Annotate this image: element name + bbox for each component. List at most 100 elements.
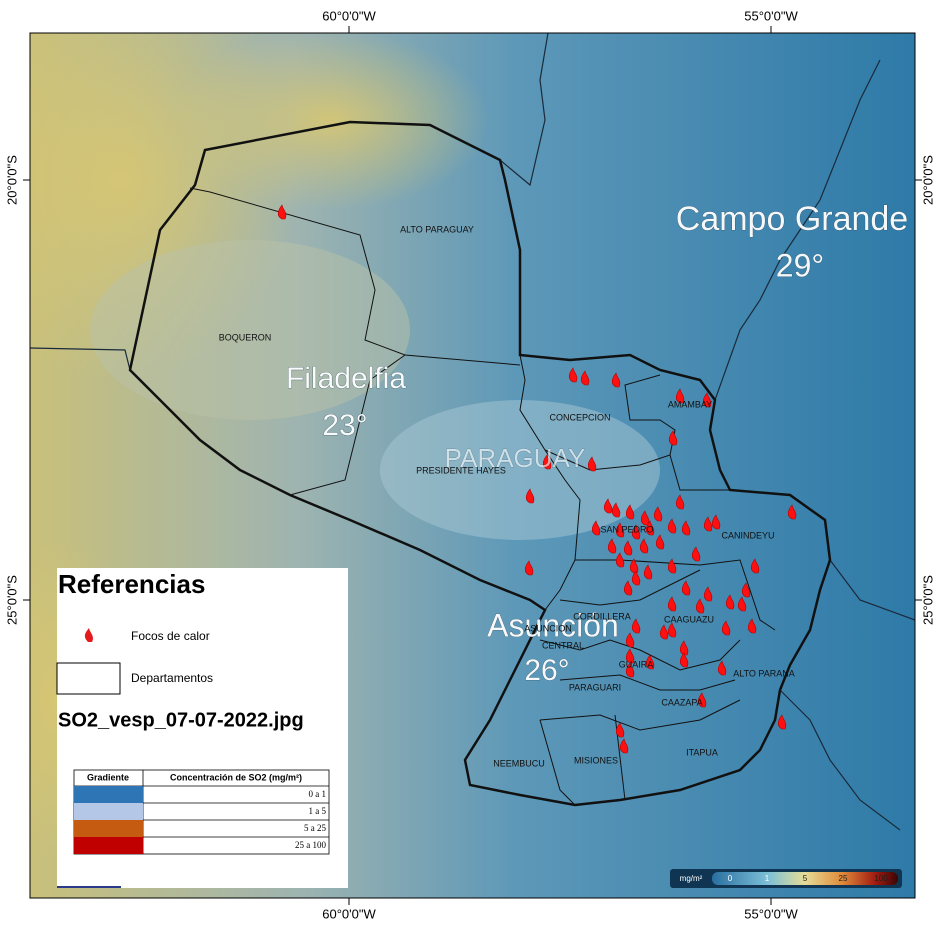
heat-spot — [667, 596, 677, 612]
department-label: CAAGUAZU — [664, 614, 714, 624]
department-label: BOQUERON — [219, 332, 272, 342]
latitude-label: 25°0'0"S — [4, 575, 19, 625]
heat-spot — [679, 640, 689, 656]
colorbar-ramp — [712, 872, 898, 885]
heat-spot — [655, 534, 665, 550]
border — [499, 33, 549, 187]
heat-spot — [711, 514, 721, 530]
colorbar-tick-label: 100 — [874, 874, 888, 883]
heat-spot — [659, 624, 669, 640]
colorbar-tick-label: 25 — [839, 874, 848, 883]
basemap-label: Filadelfia — [286, 362, 406, 395]
heat-spot — [625, 504, 635, 520]
heat-spot — [625, 632, 635, 648]
gradient-swatch — [74, 837, 143, 854]
colorbar: mg/m² 0 1 5 25 100 — [670, 869, 902, 888]
department-label: CORDILLERA — [573, 611, 631, 621]
map-frame — [29, 32, 916, 899]
legend-edge — [57, 886, 121, 888]
country-borders — [30, 33, 915, 831]
colorbar-tick-label: 1 — [765, 874, 770, 883]
heat-spot — [623, 540, 633, 556]
heat-spot — [639, 538, 649, 554]
department-label: CONCEPCION — [549, 412, 610, 422]
heat-spot — [277, 204, 287, 220]
table-cell: 0 a 1 — [309, 789, 327, 799]
heat-spot — [681, 520, 691, 536]
basemap-label: Asunción — [487, 607, 619, 643]
heat-spot — [667, 558, 677, 574]
latitude-label: 25°0'0"S — [920, 575, 935, 625]
department-label: CENTRAL — [542, 640, 584, 650]
heat-spot — [747, 618, 757, 634]
heat-spot — [777, 714, 787, 730]
border — [544, 374, 676, 471]
department-label: ITAPUA — [686, 747, 718, 757]
border — [289, 354, 406, 496]
heat-spot — [668, 430, 678, 446]
border — [669, 454, 730, 491]
heat-spots — [277, 204, 797, 754]
department-label: GUAIRA — [619, 659, 654, 669]
file-name: SO2_vesp_07-07-2022.jpg — [58, 709, 304, 731]
heat-spot — [615, 552, 625, 568]
department-label: MISIONES — [574, 755, 618, 765]
department-label: PRESIDENTE HAYES — [416, 465, 506, 475]
heat-spot — [703, 516, 713, 532]
border — [559, 569, 701, 606]
heat-spot — [631, 618, 641, 634]
table-cell: 25 a 100 — [295, 840, 326, 850]
border — [559, 674, 736, 691]
heat-spot — [591, 520, 601, 536]
heat-spot — [717, 660, 727, 676]
border — [779, 689, 901, 831]
department-label: CANINDEYU — [721, 530, 774, 540]
department-label: PARAGUARI — [569, 682, 621, 692]
basemap-label: 26° — [524, 654, 569, 687]
heat-spot — [721, 620, 731, 636]
table-cell: 5 a 25 — [304, 823, 326, 833]
heat-spot — [702, 392, 712, 408]
so2-patch — [380, 400, 660, 540]
heat-spot — [643, 564, 653, 580]
heat-spot — [625, 662, 635, 678]
colorbar-unit: mg/m² — [680, 874, 703, 883]
colorbar-tick-label: 5 — [803, 874, 808, 883]
gradient-table: Gradiente Concentración de SO2 (mg/m²) 0… — [73, 769, 330, 855]
department-label: ASUNCION — [524, 623, 572, 633]
gradient-swatch — [74, 786, 143, 803]
heat-spot — [524, 560, 534, 576]
heat-spot — [607, 538, 617, 554]
table-header: Concentración de SO2 (mg/m²) — [170, 772, 302, 782]
paraguay-outline — [128, 120, 832, 807]
gradient-swatch — [74, 803, 143, 820]
heat-spot — [625, 648, 635, 664]
legend: Referencias Focos de calor Departamentos… — [56, 568, 348, 888]
department-symbol — [56, 662, 121, 695]
gradient-swatch — [74, 820, 143, 837]
border — [539, 639, 741, 671]
heat-spot — [667, 518, 677, 534]
heat-spot — [681, 580, 691, 596]
heat-spot — [629, 558, 639, 574]
department-label: AMAMBAY — [668, 399, 712, 409]
longitude-label: 60°0'0"W — [322, 906, 376, 921]
heat-spot — [568, 367, 578, 383]
heat-spot — [787, 504, 797, 520]
heat-spot — [679, 652, 689, 668]
department-label: ALTO PARANA — [733, 668, 795, 678]
heat-spot — [542, 454, 552, 470]
department-label: NEEMBUCU — [493, 758, 545, 768]
border — [714, 59, 881, 401]
fire-symbol — [84, 628, 93, 642]
heat-spot — [615, 522, 625, 538]
basemap-label: Campo Grande — [676, 200, 908, 238]
legend-item: Departamentos — [131, 671, 213, 685]
heat-spot — [587, 456, 597, 472]
border — [829, 559, 915, 621]
heat-spot — [750, 558, 760, 574]
heat-spot — [645, 520, 655, 536]
border — [30, 347, 131, 371]
department-label: ALTO PARAGUAY — [400, 224, 474, 234]
graticule-ticks — [23, 26, 922, 905]
